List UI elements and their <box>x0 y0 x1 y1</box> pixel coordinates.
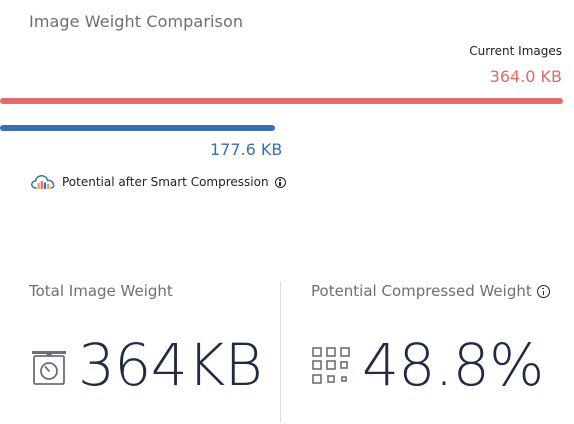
current-images-bar <box>0 98 563 104</box>
potential-note: Potential after Smart Compression <box>30 172 286 192</box>
compressed-weight-label-text: Potential Compressed Weight <box>311 282 532 300</box>
scale-icon <box>32 351 66 385</box>
stats-divider <box>280 282 281 422</box>
total-weight-label: Total Image Weight <box>29 282 173 300</box>
cloud-compression-icon <box>31 175 55 189</box>
potential-note-label: Potential after Smart Compression <box>62 175 269 189</box>
potential-value: 177.6 KB <box>210 140 283 159</box>
total-weight-value: 364KB <box>78 331 263 399</box>
compressed-weight-value: 48.8% <box>362 331 544 399</box>
total-weight-label-text: Total Image Weight <box>29 282 173 300</box>
compressed-weight-label: Potential Compressed Weight <box>311 282 550 300</box>
grid-icon <box>312 347 350 384</box>
info-icon[interactable] <box>274 176 286 188</box>
potential-bar <box>0 125 275 131</box>
widget-title: Image Weight Comparison <box>29 12 244 31</box>
info-icon[interactable] <box>536 284 550 298</box>
current-images-value: 364.0 KB <box>489 67 562 86</box>
current-images-label: Current Images <box>469 44 562 58</box>
